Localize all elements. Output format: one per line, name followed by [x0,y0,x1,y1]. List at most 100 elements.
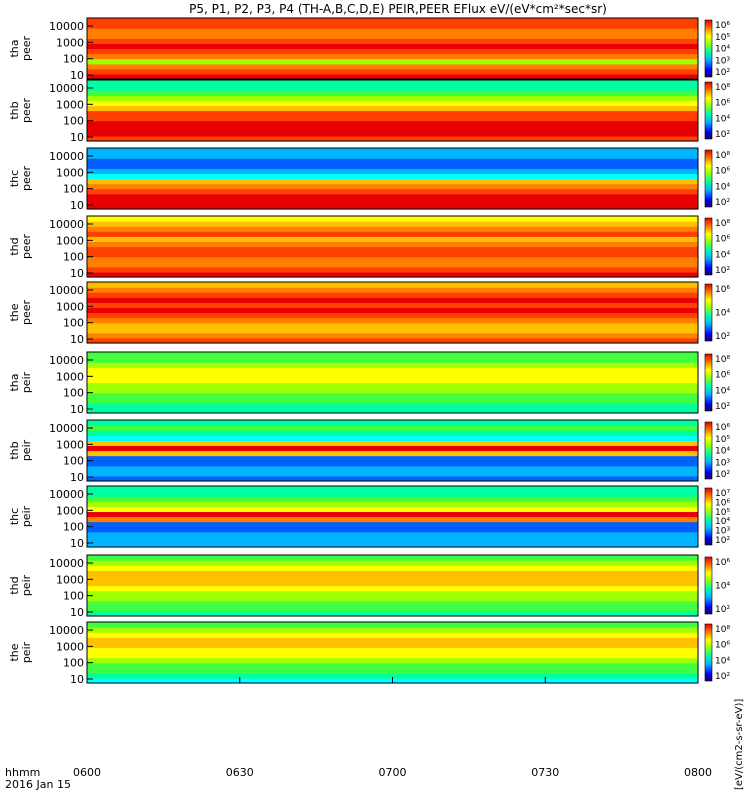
y-tick-label: 10 [70,333,84,346]
y-label-instrument: peer [20,36,33,62]
colorbar-tick-label: 10⁴ [715,182,730,192]
spectrogram-band [87,450,698,457]
spectrogram-band [87,657,698,664]
colorbar-tick-label: 10⁴ [715,656,730,666]
colorbar [704,623,713,682]
spectrogram-band [87,178,698,185]
colorbar-tick-label: 10⁶ [715,423,730,433]
y-label-instrument: peir [20,439,33,461]
spectrogram-band [87,63,698,70]
y-tick-label: 10 [70,471,84,484]
spectrogram-band [87,486,698,492]
spectrogram-band [87,38,698,45]
spectrogram-band [87,287,698,293]
spectrogram-band [87,465,698,472]
y-tick-label: 10 [70,403,84,416]
y-label-instrument: peir [20,505,33,527]
y-label-probe: the [8,303,21,321]
panel-frame [86,79,699,142]
spectrogram-band [87,80,698,86]
spectrogram-band [87,642,698,649]
spectrogram-band [87,352,698,358]
panel-frame [86,17,699,80]
panel-5: 10 100 1000 10000 the peer 10⁶ 10⁴ 10² [8,281,730,346]
y-tick-label: 10000 [49,422,84,435]
y-tick-label: 10 [70,69,84,82]
panel-4: 10 100 1000 10000 thd peer 10⁸ 10⁶ 10⁴ 10² [8,215,730,280]
spectrogram-band [87,193,698,200]
spectrogram-band [87,585,698,592]
spectrogram-band [87,536,698,543]
spectrogram-band [87,501,698,507]
spectrogram-band [87,565,698,571]
y-tick-label: 10 [70,673,84,686]
spectrogram-band [87,168,698,175]
spectrogram-band [87,605,698,612]
spectrogram-band [87,125,698,132]
colorbar-tick-label: 10² [715,266,730,276]
colorbar-tick-label: 10⁸ [715,151,730,161]
y-tick-label: 100 [63,387,84,400]
y-tick-label: 1000 [56,36,84,49]
y-tick-label: 100 [63,521,84,534]
spectrogram-band [87,672,698,679]
spectrogram-band [87,28,698,34]
y-label-probe: thd [8,237,21,255]
y-tick-label: 100 [63,657,84,670]
y-tick-label: 10 [70,131,84,144]
spectrogram-band [87,43,698,50]
colorbar-tick-label: 10⁴ [715,517,730,527]
colorbar-label: [eV/(cm2-s-sr-eV)] [734,699,745,790]
spectrogram-band [87,90,698,96]
colorbar-tick-label: 10⁴ [715,386,730,396]
colorbar-tick-label: 10⁶ [715,285,730,295]
spectrogram-band [87,23,698,29]
spectrogram-band [87,327,698,334]
spectrogram-band [87,667,698,674]
y-tick-label: 100 [63,590,84,603]
spectrogram-band [87,188,698,195]
spectrogram-band [87,58,698,65]
spectrogram-band [87,85,698,91]
spectrogram-band [87,627,698,633]
panel-frame [86,351,699,414]
colorbar-tick-label: 10⁶ [715,641,730,651]
y-label-probe: tha [8,39,21,57]
y-tick-label: 1000 [56,98,84,111]
colorbar-tick-label: 10² [715,470,730,480]
spectrogram-band [87,392,698,399]
panel-3: 10 100 1000 10000 thc peer 10⁸ 10⁶ 10⁴ 10² [8,147,730,212]
y-tick-label: 10 [70,606,84,619]
spectrogram-band [87,580,698,587]
colorbar-tick-label: 10⁴ [715,250,730,260]
spectrogram-band [87,135,698,142]
spectrogram-band [87,407,698,414]
figure-title: P5, P1, P2, P3, P4 (TH-A,B,C,D,E) PEIR,P… [189,2,607,16]
y-label-instrument: peir [20,371,33,393]
y-tick-label: 1000 [56,234,84,247]
spectrogram-band [87,297,698,303]
spectrogram-band [87,652,698,659]
colorbar-tick-label: 10⁶ [715,21,730,31]
spectrogram-band [87,130,698,137]
spectrogram-band [87,496,698,502]
spectrogram-band [87,337,698,344]
spectrogram-band [87,148,698,154]
spectrogram-band [87,491,698,497]
colorbar-tick-label: 10² [715,605,730,615]
spectrogram-band [87,322,698,329]
spectrogram-band [87,271,698,278]
colorbar-tick-label: 10² [715,672,730,682]
colorbar-tick-label: 10⁴ [715,582,730,592]
colorbar [704,283,713,342]
spectrogram-band [87,198,698,205]
colorbar-tick-label: 10⁶ [715,498,730,508]
colorbar-tick-label: 10² [715,68,730,78]
spectrogram-band [87,110,698,117]
y-tick-label: 100 [63,115,84,128]
y-tick-label: 10000 [49,354,84,367]
spectrogram-band [87,236,698,243]
spectrogram-band [87,516,698,523]
spectrogram-band [87,430,698,436]
